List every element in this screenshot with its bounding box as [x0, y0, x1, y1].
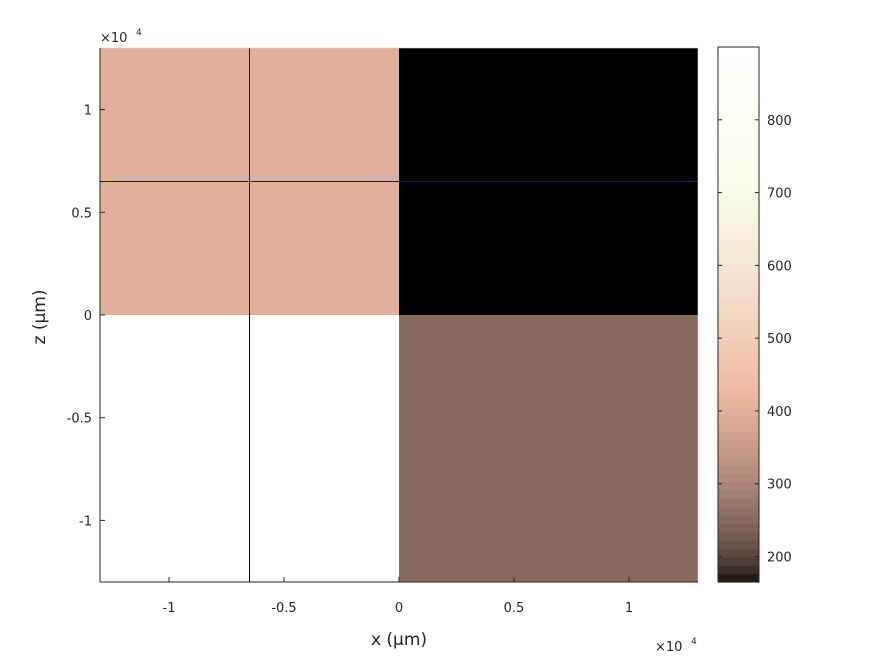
colorbar-segment — [718, 138, 759, 148]
y-tick-label: -1 — [79, 514, 92, 529]
colorbar-frame — [717, 46, 760, 583]
colorbar-segment — [718, 339, 759, 349]
colorbar-segment — [718, 122, 759, 132]
heatmap-cell-3 — [399, 315, 698, 582]
y-multiplier-exponent: 4 — [136, 28, 142, 38]
x-multiplier-base: ×10 — [655, 640, 682, 655]
colorbar-segment — [718, 548, 759, 558]
colorbar-segment — [718, 205, 759, 215]
colorbar-segment — [718, 314, 759, 324]
colorbar-segment — [718, 373, 759, 382]
y-axis-multiplier: ×10 4 — [100, 28, 142, 46]
x-axis-ticks: -1 -0.5 0 0.5 1 — [163, 577, 633, 616]
x-multiplier-exponent: 4 — [691, 637, 697, 647]
colorbar-segment — [718, 222, 759, 232]
colorbar-segment — [718, 72, 759, 82]
colorbar-segment — [718, 63, 759, 73]
colorbar-tick-label: 700 — [767, 187, 792, 202]
colorbar-tick-label: 800 — [767, 114, 792, 129]
colorbar-segment — [718, 540, 759, 550]
colorbar-segment — [718, 464, 759, 474]
colorbar-segment — [718, 356, 759, 366]
colorbar-segment — [718, 331, 759, 341]
colorbar: 200 300 400 500 600 700 800 — [717, 46, 792, 583]
colorbar-segment — [718, 306, 759, 316]
colorbar-segment — [718, 164, 759, 173]
x-tick-label: -0.5 — [271, 601, 296, 616]
colorbar-segment — [718, 347, 759, 357]
colorbar-segment — [718, 147, 759, 157]
colorbar-segment — [718, 281, 759, 291]
colorbar-segment — [718, 289, 759, 299]
colorbar-segment — [718, 398, 759, 408]
colorbar-segment — [718, 80, 759, 90]
y-axis-label: z (µm) — [30, 290, 50, 345]
y-axis-ticks: -1 -0.5 0 0.5 1 — [67, 104, 105, 529]
x-tick-label: 1 — [625, 601, 633, 616]
colorbar-tick-label: 200 — [767, 551, 792, 566]
colorbar-segment — [718, 406, 759, 416]
y-tick-label: 0.5 — [71, 206, 92, 221]
x-axis-multiplier: ×10 4 — [655, 637, 697, 655]
colorbar-segment — [718, 55, 759, 65]
x-tick-label: 0.5 — [504, 601, 525, 616]
colorbar-segment — [718, 247, 759, 257]
colorbar-segment — [718, 264, 759, 274]
colorbar-segment — [718, 506, 759, 516]
colorbar-segment — [718, 456, 759, 466]
colorbar-segment — [718, 389, 759, 399]
crosshair — [100, 48, 698, 582]
colorbar-tick-label: 500 — [767, 332, 792, 347]
colorbar-segment — [718, 523, 759, 533]
colorbar-segment — [718, 448, 759, 458]
colorbar-segment — [718, 573, 759, 583]
colorbar-segment — [718, 381, 759, 391]
colorbar-segment — [718, 97, 759, 107]
colorbar-segment — [718, 214, 759, 224]
colorbar-segment — [718, 130, 759, 140]
colorbar-segment — [718, 189, 759, 199]
colorbar-segment — [718, 423, 759, 433]
colorbar-segment — [718, 364, 759, 374]
colorbar-segment — [718, 105, 759, 115]
colorbar-segment — [718, 297, 759, 307]
colorbar-segment — [718, 272, 759, 282]
x-axis-label: x (µm) — [371, 630, 427, 650]
colorbar-segment — [718, 239, 759, 249]
colorbar-segment — [718, 414, 759, 424]
colorbar-tick-label: 300 — [767, 478, 792, 493]
colorbar-segment — [718, 490, 759, 500]
x-tick-label: -1 — [163, 601, 176, 616]
colorbar-segment — [718, 515, 759, 525]
heatmap-plot-area — [100, 48, 698, 582]
colorbar-segment — [718, 88, 759, 98]
colorbar-segment — [718, 322, 759, 332]
colorbar-segment — [718, 565, 759, 575]
colorbar-segment — [718, 155, 759, 165]
colorbar-segment — [718, 47, 759, 56]
colorbar-segment — [718, 255, 759, 265]
colorbar-tick-label: 400 — [767, 405, 792, 420]
colorbar-segment — [718, 531, 759, 541]
y-tick-label: 1 — [84, 104, 92, 119]
colorbar-segment — [718, 498, 759, 508]
y-multiplier-base: ×10 — [100, 31, 127, 46]
colorbar-segment — [718, 439, 759, 449]
colorbar-segment — [718, 113, 759, 123]
x-tick-label: 0 — [395, 601, 403, 616]
colorbar-tick-label: 600 — [767, 259, 792, 274]
colorbar-segment — [718, 180, 759, 190]
colorbar-segment — [718, 431, 759, 441]
y-tick-label: -0.5 — [67, 412, 92, 427]
colorbar-segment — [718, 197, 759, 207]
y-tick-label: 0 — [84, 309, 92, 324]
colorbar-segment — [718, 473, 759, 483]
colorbar-segment — [718, 230, 759, 240]
colorbar-segment — [718, 556, 759, 566]
colorbar-segment — [718, 172, 759, 182]
colorbar-segment — [718, 481, 759, 491]
